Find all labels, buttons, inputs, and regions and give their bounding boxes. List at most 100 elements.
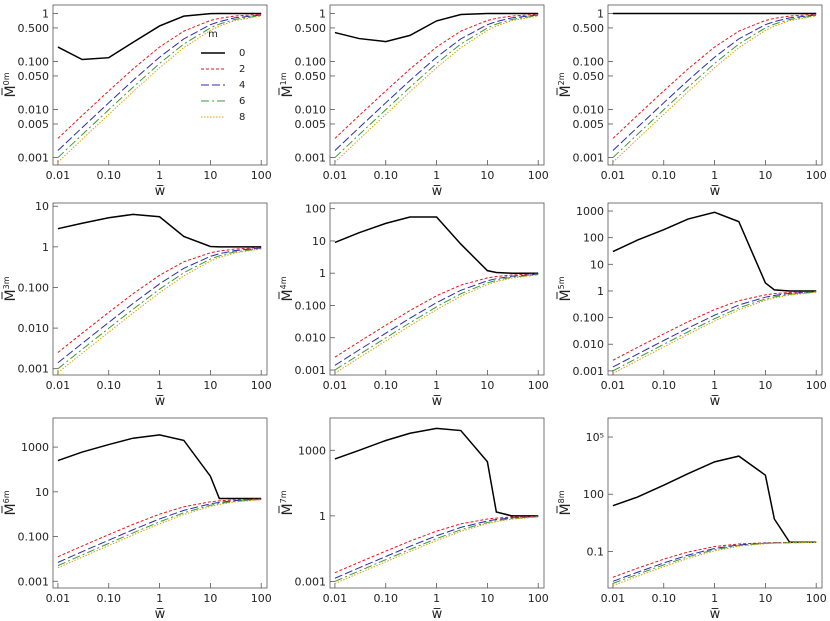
y-tick-label: 0.010: [573, 338, 605, 351]
series-line: [57, 247, 262, 353]
x-tick-label: 0.01: [323, 379, 348, 392]
series-line: [57, 248, 262, 374]
series-line: [612, 291, 817, 368]
plot-frame: [329, 417, 545, 589]
series-line: [57, 247, 262, 364]
series-line: [334, 516, 539, 582]
y-tick-label: 0.050: [295, 70, 327, 83]
y-tick-label: 0.001: [573, 365, 605, 378]
series-line: [612, 14, 817, 158]
y-axis-label-sub: 1m: [279, 72, 288, 85]
x-tick-label: 100: [806, 592, 827, 605]
panel: 0.01 0.10 1 10 1000.0010.0050.0100.0500.1000…: [1, 4, 272, 199]
y-axis-label-sub: 3m: [2, 276, 11, 289]
y-axis-label: M̅5m: [556, 276, 574, 301]
y-tick-label: 0.500: [18, 22, 50, 35]
x-tick-label: 1: [156, 169, 163, 182]
x-tick-label: 100: [251, 169, 272, 182]
plot-frame: [329, 202, 545, 376]
y-tick-label: 0.001: [573, 152, 605, 165]
y-axis-label-main: M̅: [1, 85, 19, 97]
x-tick-label: 10: [203, 592, 217, 605]
series-line: [57, 13, 262, 139]
series-line: [334, 427, 539, 517]
y-axis-label-main: M̅: [278, 85, 296, 97]
y-tick-label: 100: [583, 488, 604, 501]
x-tick-label: 1: [711, 379, 718, 392]
series-line: [57, 499, 262, 569]
series-line: [334, 274, 539, 374]
series-line: [334, 216, 539, 274]
y-tick-label: 1: [319, 267, 326, 280]
y-tick-label: 10: [35, 200, 49, 213]
x-tick-label: 1: [156, 592, 163, 605]
y-tick-label: 100: [305, 203, 326, 216]
x-axis-label: w̅: [432, 394, 443, 409]
panel: 0.01 0.10 1 10 100 0.001 0.010 0.100 1 10 100 1000 w…: [556, 202, 827, 409]
x-axis-label: w̅: [710, 184, 721, 199]
x-tick-label: 1: [433, 379, 440, 392]
panel: 0.01 0.10 1 10 100 0.001 0.100 10 1000 w̅ M̅6m: [1, 417, 272, 621]
y-tick-label: 0.001: [18, 363, 50, 376]
x-tick-label: 100: [806, 169, 827, 182]
series-line: [57, 248, 262, 370]
y-tick-label: 0.010: [573, 104, 605, 117]
x-tick-label: 10: [203, 169, 217, 182]
y-tick-label: 0.500: [573, 22, 605, 35]
y-tick-label: 10⁵: [586, 431, 604, 444]
panel: 0.01 0.10 1 10 100 0.1 100 10⁵ w̅ M̅8m: [556, 417, 827, 621]
y-tick-label: 1: [319, 7, 326, 20]
y-tick-label: 0.100: [573, 55, 605, 68]
y-axis-label: M̅7m: [278, 490, 296, 515]
y-tick-label: 0.100: [18, 55, 50, 68]
plot-frame: [607, 4, 823, 166]
y-axis-label-main: M̅: [278, 289, 296, 301]
y-tick-label: 0.050: [573, 70, 605, 83]
series-line: [612, 455, 817, 544]
y-tick-label: 10: [35, 486, 49, 499]
x-tick-label: 0.01: [601, 592, 626, 605]
x-axis-label: w̅: [155, 184, 166, 199]
series-line: [612, 290, 817, 361]
x-tick-label: 1: [711, 169, 718, 182]
legend-label: 2: [239, 64, 245, 75]
y-axis-label: M̅4m: [278, 276, 296, 301]
x-tick-label: 0.10: [651, 169, 676, 182]
y-tick-label: 0.1: [587, 545, 605, 558]
panel: 0.01 0.10 1 10 1000.0010.0050.0100.0500.1000…: [556, 4, 827, 199]
legend-label: 0: [239, 48, 245, 59]
y-tick-label: 100: [583, 232, 604, 245]
x-axis-label: w̅: [710, 607, 721, 621]
y-axis-label: M̅2m: [556, 72, 574, 97]
plot-frame: [607, 417, 823, 589]
x-tick-label: 100: [251, 379, 272, 392]
y-tick-label: 0.100: [295, 299, 327, 312]
y-tick-label: 0.005: [573, 118, 605, 131]
legend-label: 8: [239, 112, 245, 123]
y-axis-label-sub: 4m: [279, 276, 288, 289]
x-tick-label: 0.01: [46, 592, 71, 605]
x-tick-label: 10: [203, 379, 217, 392]
series-line: [57, 498, 262, 558]
y-tick-label: 0.100: [573, 312, 605, 325]
y-tick-label: 0.100: [18, 281, 50, 294]
series-line: [612, 14, 817, 151]
series-line: [334, 15, 539, 163]
series-line: [612, 13, 817, 139]
x-tick-label: 100: [806, 379, 827, 392]
x-tick-label: 0.01: [323, 169, 348, 182]
y-axis-label: M̅0m: [1, 72, 19, 97]
series-line: [334, 516, 539, 584]
series-line: [612, 211, 817, 292]
x-tick-label: 10: [480, 169, 494, 182]
series-line: [612, 541, 817, 582]
y-tick-label: 1: [42, 7, 49, 20]
y-axis-label: M̅3m: [1, 276, 19, 301]
series-line: [57, 12, 262, 61]
x-axis-label: w̅: [155, 607, 166, 621]
x-tick-label: 10: [758, 379, 772, 392]
x-tick-label: 0.10: [651, 592, 676, 605]
series-line: [334, 13, 539, 139]
series-line: [334, 12, 539, 43]
series-line: [612, 291, 817, 374]
